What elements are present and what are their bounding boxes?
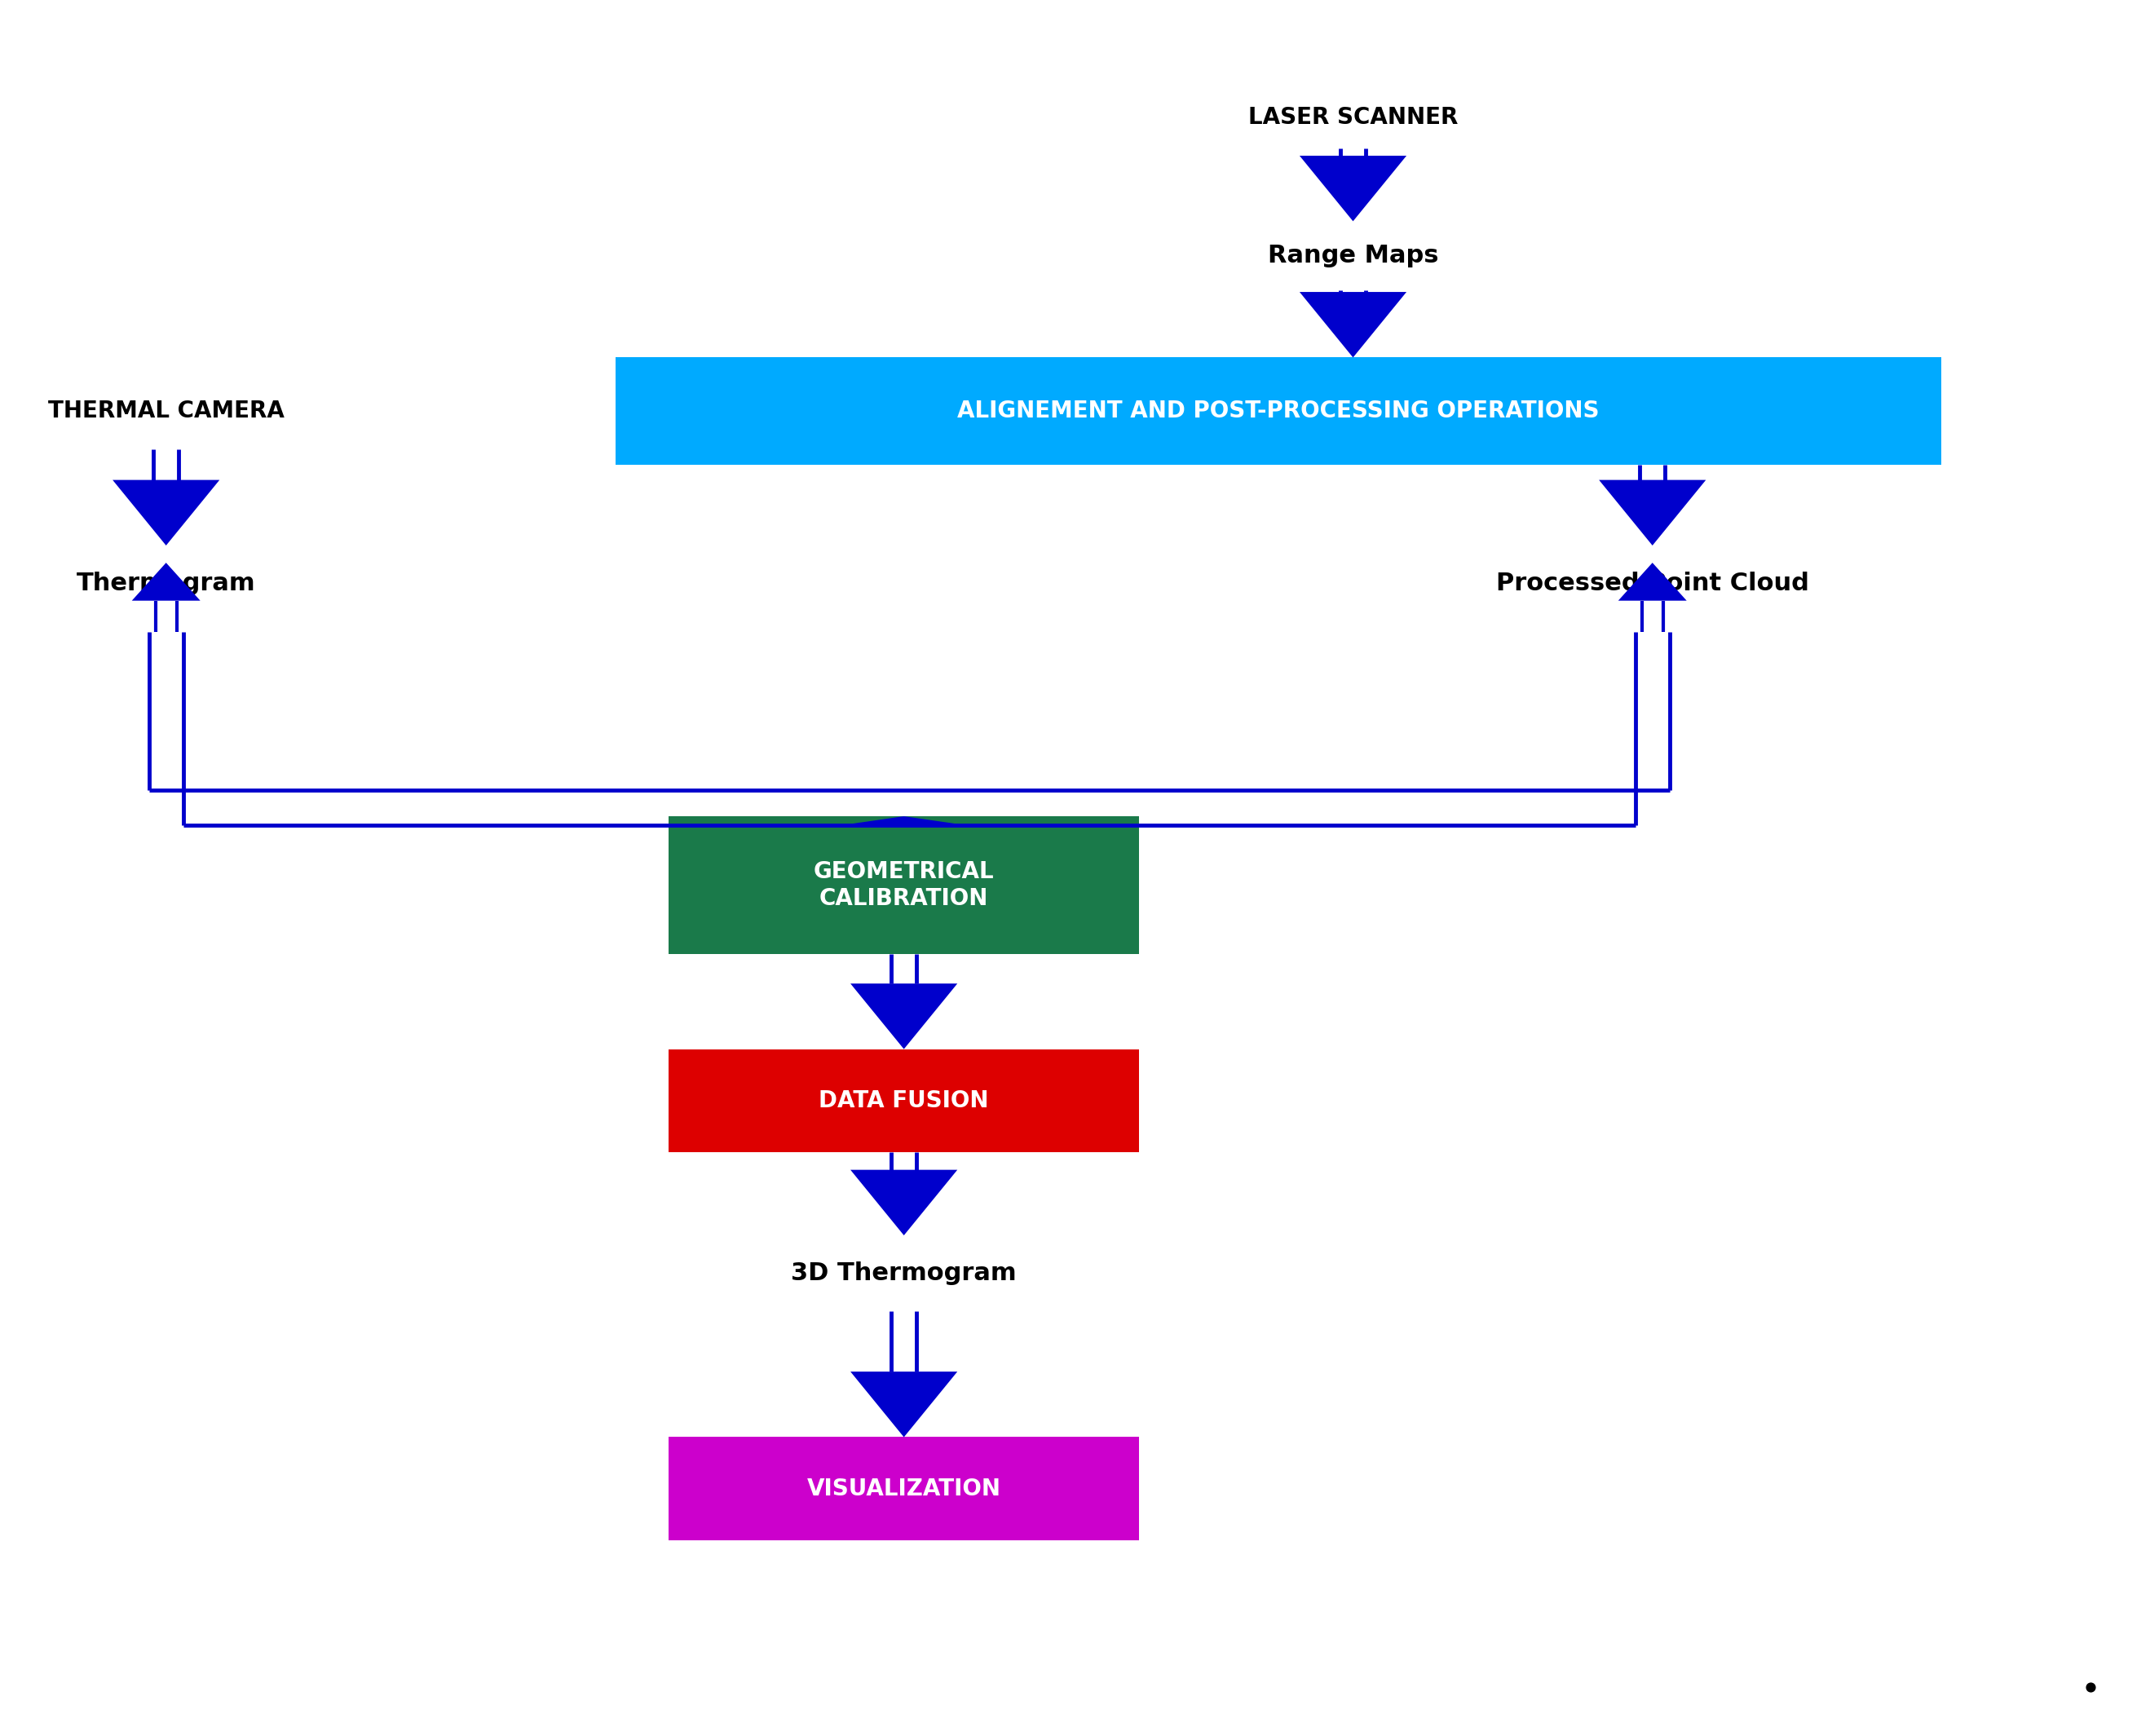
Polygon shape — [131, 562, 200, 601]
Polygon shape — [1619, 562, 1686, 601]
Text: LASER SCANNER: LASER SCANNER — [1249, 106, 1458, 128]
Text: Range Maps: Range Maps — [1268, 245, 1438, 267]
FancyBboxPatch shape — [669, 1437, 1140, 1540]
Polygon shape — [1299, 292, 1406, 358]
Text: VISUALIZATION: VISUALIZATION — [806, 1477, 1002, 1500]
Polygon shape — [845, 816, 963, 825]
Polygon shape — [112, 479, 219, 545]
Text: Processed Point Cloud: Processed Point Cloud — [1496, 571, 1808, 595]
Polygon shape — [1299, 156, 1406, 220]
Text: GEOMETRICAL
CALIBRATION: GEOMETRICAL CALIBRATION — [813, 861, 993, 910]
FancyBboxPatch shape — [669, 816, 1140, 955]
Text: Thermogram: Thermogram — [77, 571, 256, 595]
FancyBboxPatch shape — [615, 358, 1941, 465]
Text: ALIGNEMENT AND POST-PROCESSING OPERATIONS: ALIGNEMENT AND POST-PROCESSING OPERATION… — [957, 399, 1600, 422]
FancyBboxPatch shape — [669, 1049, 1140, 1153]
Polygon shape — [851, 1170, 957, 1236]
Polygon shape — [851, 984, 957, 1049]
Polygon shape — [1600, 479, 1705, 545]
Text: THERMAL CAMERA: THERMAL CAMERA — [47, 399, 284, 422]
Text: 3D Thermogram: 3D Thermogram — [791, 1262, 1017, 1285]
Text: DATA FUSION: DATA FUSION — [819, 1090, 989, 1113]
Polygon shape — [851, 1371, 957, 1437]
Point — [2073, 1674, 2107, 1701]
